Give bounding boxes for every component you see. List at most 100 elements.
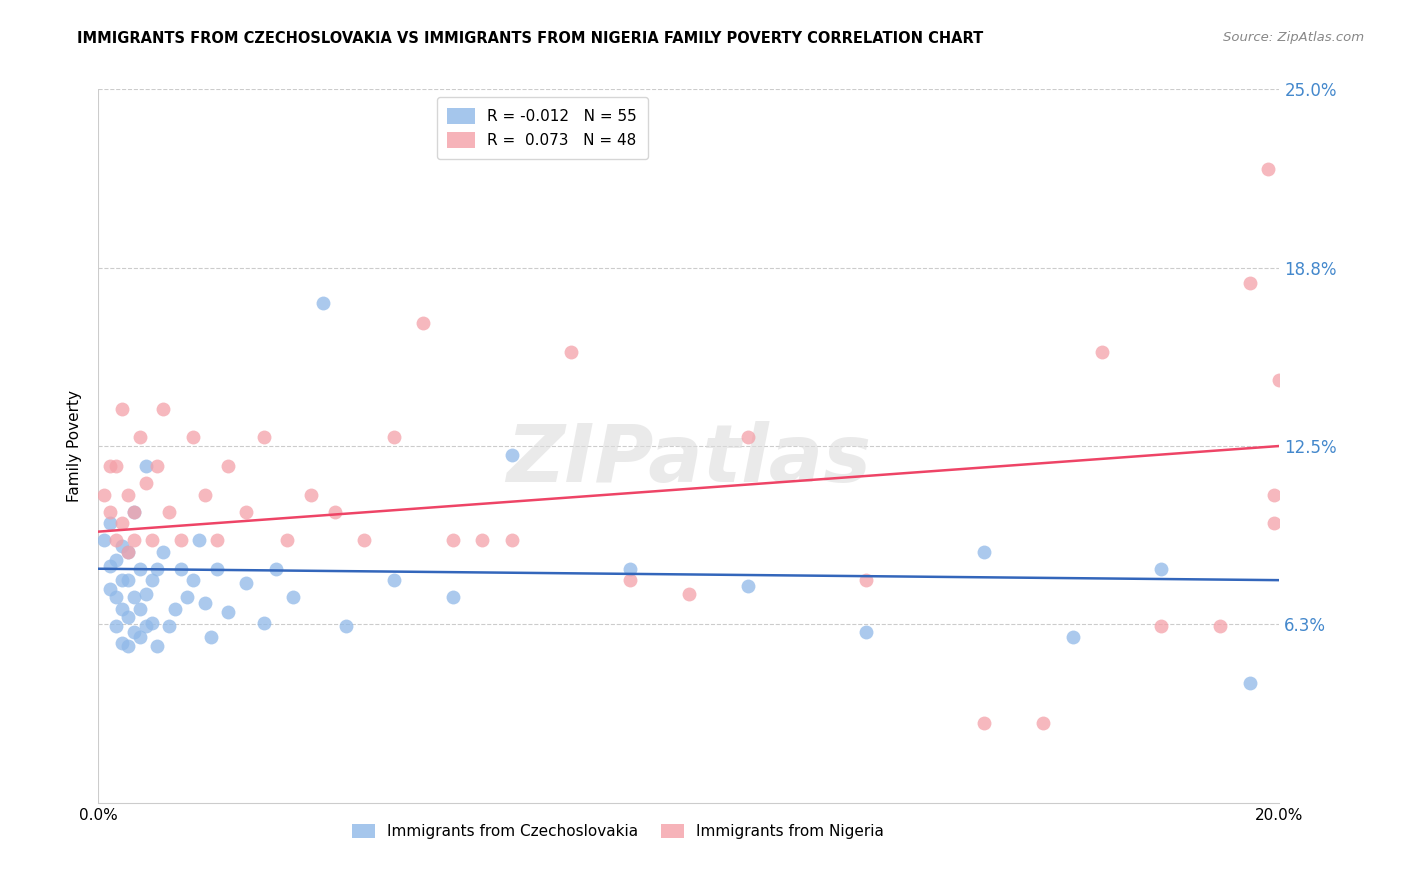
Point: [678, 587, 700, 601]
Point: [1209, 619, 1232, 633]
Point: [501, 533, 523, 548]
Point: [122, 505, 145, 519]
Point: [105, 619, 128, 633]
Point: [181, 573, 204, 587]
Point: [152, 401, 174, 416]
Point: [111, 539, 134, 553]
Point: [382, 573, 405, 587]
Point: [264, 562, 287, 576]
Point: [111, 636, 134, 650]
Y-axis label: Family Poverty: Family Poverty: [67, 390, 83, 502]
Text: IMMIGRANTS FROM CZECHOSLOVAKIA VS IMMIGRANTS FROM NIGERIA FAMILY POVERTY CORRELA: IMMIGRANTS FROM CZECHOSLOVAKIA VS IMMIGR…: [77, 31, 984, 46]
Point: [283, 591, 305, 605]
Point: [205, 533, 228, 548]
Point: [105, 591, 128, 605]
Point: [737, 430, 759, 444]
Point: [205, 562, 228, 576]
Point: [1268, 373, 1291, 387]
Point: [111, 401, 134, 416]
Point: [1150, 619, 1173, 633]
Point: [1091, 344, 1114, 359]
Point: [128, 562, 150, 576]
Point: [1263, 487, 1285, 501]
Point: [135, 619, 157, 633]
Point: [855, 573, 877, 587]
Point: [194, 487, 217, 501]
Point: [855, 624, 877, 639]
Point: [117, 639, 139, 653]
Point: [128, 601, 150, 615]
Point: [253, 615, 276, 630]
Text: ZIPatlas: ZIPatlas: [506, 421, 872, 500]
Point: [441, 533, 464, 548]
Point: [176, 591, 198, 605]
Point: [146, 458, 169, 473]
Point: [93, 487, 115, 501]
Point: [105, 533, 128, 548]
Point: [217, 458, 239, 473]
Point: [141, 615, 163, 630]
Point: [619, 562, 641, 576]
Point: [335, 619, 357, 633]
Point: [135, 458, 157, 473]
Point: [141, 533, 163, 548]
Point: [105, 553, 128, 567]
Point: [111, 601, 134, 615]
Point: [98, 516, 121, 530]
Point: [1032, 715, 1054, 730]
Point: [122, 624, 145, 639]
Point: [170, 533, 193, 548]
Text: Source: ZipAtlas.com: Source: ZipAtlas.com: [1223, 31, 1364, 45]
Point: [122, 505, 145, 519]
Point: [111, 573, 134, 587]
Point: [98, 458, 121, 473]
Point: [1263, 516, 1285, 530]
Point: [1239, 277, 1261, 291]
Point: [157, 619, 180, 633]
Point: [276, 533, 298, 548]
Point: [299, 487, 322, 501]
Point: [152, 544, 174, 558]
Point: [441, 591, 464, 605]
Point: [382, 430, 405, 444]
Point: [135, 587, 157, 601]
Point: [146, 562, 169, 576]
Point: [105, 458, 128, 473]
Point: [98, 582, 121, 596]
Point: [117, 544, 139, 558]
Point: [117, 610, 139, 624]
Point: [122, 591, 145, 605]
Point: [471, 533, 494, 548]
Point: [146, 639, 169, 653]
Point: [235, 576, 257, 591]
Point: [117, 573, 139, 587]
Point: [1257, 162, 1279, 177]
Point: [312, 296, 335, 310]
Point: [1062, 630, 1084, 644]
Point: [619, 573, 641, 587]
Point: [323, 505, 346, 519]
Point: [412, 316, 434, 330]
Point: [501, 448, 523, 462]
Point: [128, 630, 150, 644]
Point: [93, 533, 115, 548]
Point: [117, 487, 139, 501]
Point: [122, 533, 145, 548]
Point: [187, 533, 209, 548]
Point: [141, 573, 163, 587]
Point: [217, 605, 239, 619]
Legend: Immigrants from Czechoslovakia, Immigrants from Nigeria: Immigrants from Czechoslovakia, Immigran…: [346, 818, 890, 845]
Point: [353, 533, 375, 548]
Point: [111, 516, 134, 530]
Point: [253, 430, 276, 444]
Point: [98, 505, 121, 519]
Point: [135, 476, 157, 491]
Point: [560, 344, 582, 359]
Point: [200, 630, 222, 644]
Point: [737, 579, 759, 593]
Point: [128, 430, 150, 444]
Point: [973, 715, 995, 730]
Point: [235, 505, 257, 519]
Point: [117, 544, 139, 558]
Point: [181, 430, 204, 444]
